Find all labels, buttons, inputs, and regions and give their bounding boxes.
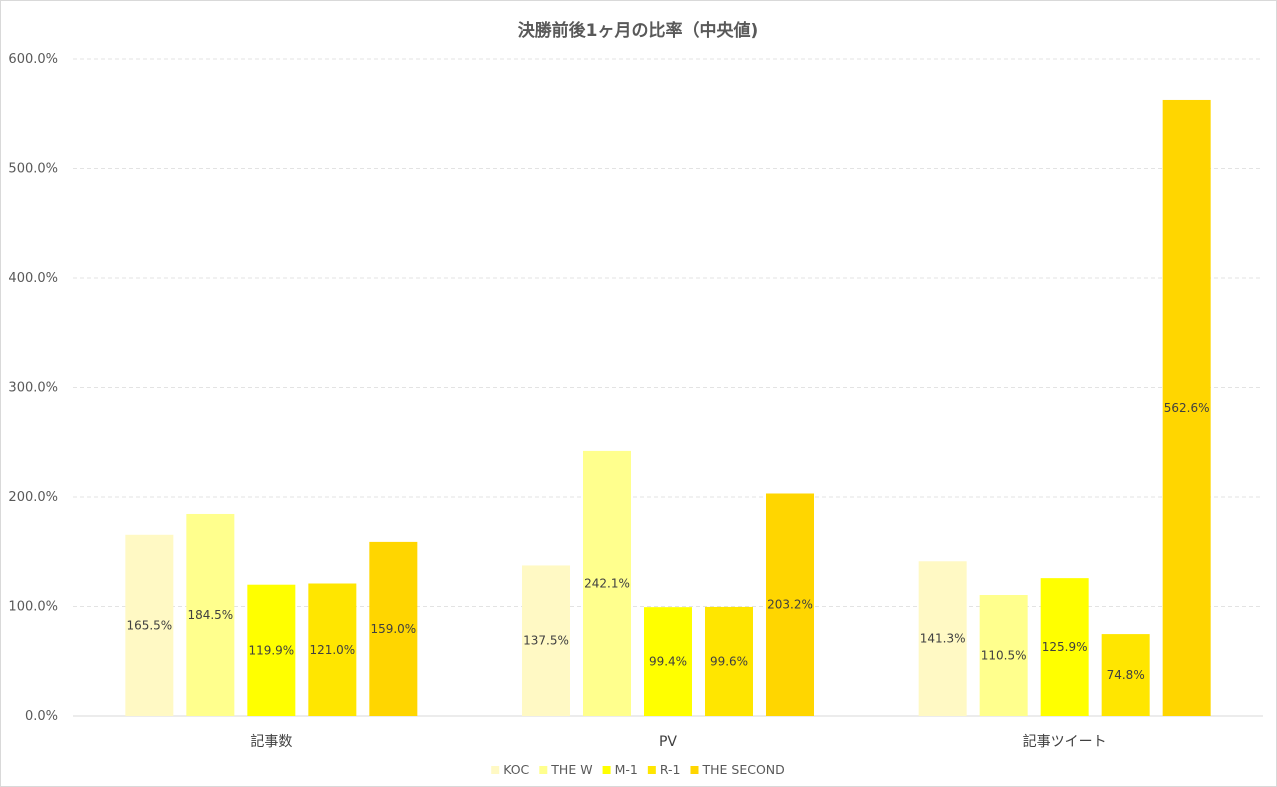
y-tick-label: 500.0% bbox=[8, 162, 58, 177]
legend-label: M-1 bbox=[615, 762, 638, 777]
bar bbox=[186, 513, 235, 716]
gridlines bbox=[73, 58, 1263, 607]
x-category-label: 記事ツイート bbox=[1023, 733, 1107, 750]
legend: KOC THE W M-1 R-1 THE SECOND bbox=[491, 762, 785, 777]
y-tick-label: 100.0% bbox=[8, 600, 58, 615]
bar-data-label: 141.3% bbox=[920, 632, 966, 646]
bar bbox=[369, 541, 418, 716]
bar bbox=[766, 493, 814, 716]
bar bbox=[308, 583, 357, 716]
x-category-label: 記事数 bbox=[250, 733, 292, 750]
bar-data-label: 99.4% bbox=[649, 655, 687, 669]
legend-swatch bbox=[539, 766, 548, 774]
bar bbox=[125, 534, 174, 716]
legend-label: KOC bbox=[503, 762, 529, 777]
legend-swatch bbox=[690, 766, 699, 774]
x-category-label: PV bbox=[659, 734, 677, 750]
bar-data-label: 184.5% bbox=[187, 608, 233, 622]
y-tick-label: 400.0% bbox=[8, 271, 58, 286]
bar bbox=[522, 565, 570, 716]
legend-swatch bbox=[491, 766, 500, 774]
bar-data-label: 159.0% bbox=[370, 622, 416, 636]
bar-data-label: 125.9% bbox=[1042, 640, 1088, 654]
bar-data-label: 121.0% bbox=[309, 643, 355, 657]
bar bbox=[1162, 99, 1211, 716]
bar bbox=[1040, 578, 1089, 716]
bar-data-label: 137.5% bbox=[523, 634, 569, 648]
bar bbox=[705, 606, 753, 716]
bar-data-label: 203.2% bbox=[767, 598, 813, 612]
bar bbox=[247, 584, 296, 716]
bar-data-label: 119.9% bbox=[248, 643, 294, 657]
bar bbox=[979, 595, 1028, 716]
bar-data-label: 242.1% bbox=[584, 576, 630, 590]
bar bbox=[583, 450, 631, 716]
bar-data-label: 74.8% bbox=[1107, 668, 1145, 682]
bar bbox=[1101, 634, 1150, 716]
y-tick-label: 300.0% bbox=[8, 381, 58, 396]
legend-swatch bbox=[647, 766, 656, 774]
legend-label: THE W bbox=[550, 762, 592, 777]
y-tick-label: 600.0% bbox=[8, 52, 58, 67]
bar-data-label: 110.5% bbox=[981, 649, 1027, 663]
bar bbox=[918, 561, 967, 716]
legend-swatch bbox=[602, 766, 611, 774]
bar-data-label: 562.6% bbox=[1164, 401, 1210, 415]
bars bbox=[125, 99, 1211, 716]
bar-data-label: 165.5% bbox=[126, 618, 172, 632]
legend-label: THE SECOND bbox=[701, 762, 784, 777]
data-labels: 165.5% 184.5% 119.9% 121.0% 159.0% 137.5% 242.… bbox=[126, 401, 1209, 682]
bar-data-label: 99.6% bbox=[710, 654, 748, 668]
y-tick-label: 0.0% bbox=[25, 709, 58, 724]
bar bbox=[644, 607, 692, 716]
legend-label: R-1 bbox=[660, 762, 681, 777]
chart-title: 決勝前後1ヶ月の比率（中央値) bbox=[518, 20, 759, 41]
y-tick-label: 200.0% bbox=[8, 490, 58, 505]
